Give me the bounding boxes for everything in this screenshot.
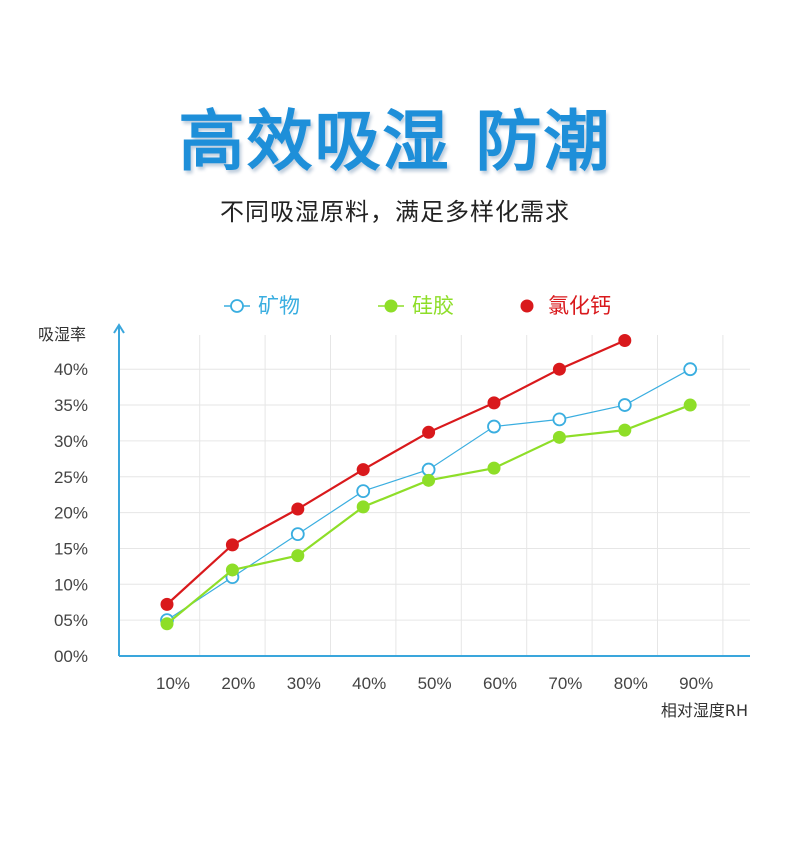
y-axis-arrow xyxy=(113,323,125,334)
y-tick-label: 25% xyxy=(54,468,88,487)
page-title: 高效吸湿 防潮 xyxy=(178,103,612,180)
data-point xyxy=(356,500,370,514)
data-point xyxy=(617,398,632,412)
data-point xyxy=(291,502,305,516)
legend-label: 矿物 xyxy=(258,294,300,318)
y-axis-ticks: 00% 05% 10% 15% 20% 25% 30% 35% 40% xyxy=(54,360,88,666)
series-1 xyxy=(160,362,698,628)
series-line xyxy=(166,339,626,606)
x-tick-label: 20% xyxy=(221,674,255,693)
y-tick-label: 30% xyxy=(54,432,88,451)
x-axis-title: 相对湿度RH xyxy=(661,701,748,720)
data-point xyxy=(225,538,239,552)
x-tick-label: 10% xyxy=(156,674,190,693)
data-point xyxy=(160,617,174,631)
legend-item-1: 矿物 xyxy=(224,294,300,318)
data-point xyxy=(618,423,632,437)
data-point xyxy=(683,398,697,412)
data-point xyxy=(290,527,305,542)
x-tick-label: 80% xyxy=(614,674,648,693)
chart-axes xyxy=(113,323,750,657)
data-point xyxy=(552,362,566,376)
data-point xyxy=(618,334,632,348)
data-point xyxy=(487,419,501,434)
legend-label: 硅胶 xyxy=(412,294,454,318)
y-tick-label: 05% xyxy=(54,611,88,630)
data-point xyxy=(421,462,436,477)
x-axis-ticks: 10% 20% 30% 40% 50% 60% 70% 80% 90% xyxy=(156,674,713,693)
x-tick-label: 70% xyxy=(548,674,582,693)
legend-item-2: 硅胶 xyxy=(378,294,454,318)
legend-marker xyxy=(230,299,244,313)
series-3 xyxy=(160,334,632,611)
x-tick-label: 30% xyxy=(287,674,321,693)
x-tick-label: 60% xyxy=(483,674,517,693)
y-tick-label: 20% xyxy=(54,504,88,523)
data-point xyxy=(487,396,501,410)
data-point xyxy=(225,563,239,577)
data-point xyxy=(291,549,305,563)
data-point xyxy=(422,425,436,439)
chart-grid xyxy=(119,335,750,656)
y-axis-title: 吸湿率 xyxy=(38,325,86,344)
series-line xyxy=(166,368,691,621)
y-tick-label: 00% xyxy=(54,647,88,666)
chart-series xyxy=(160,334,698,631)
data-point xyxy=(683,362,698,377)
legend-marker xyxy=(384,299,398,313)
page-subtitle: 不同吸湿原料，满足多样化需求 xyxy=(220,198,570,226)
data-point xyxy=(356,484,371,498)
data-point xyxy=(552,412,567,427)
x-tick-label: 90% xyxy=(679,674,713,693)
legend-item-3: 氯化钙 xyxy=(520,294,611,318)
y-tick-label: 35% xyxy=(54,396,88,415)
x-tick-label: 40% xyxy=(352,674,386,693)
data-point xyxy=(552,430,566,444)
series-2 xyxy=(160,398,697,631)
y-tick-label: 15% xyxy=(54,539,88,558)
data-point xyxy=(487,461,501,475)
data-point xyxy=(422,473,436,487)
data-point xyxy=(160,597,174,611)
y-tick-label: 40% xyxy=(54,360,88,379)
legend-marker xyxy=(520,299,534,313)
chart-legend: 矿物 硅胶 氯化钙 xyxy=(224,294,611,318)
y-tick-label: 10% xyxy=(54,575,88,594)
legend-label: 氯化钙 xyxy=(548,294,611,318)
data-point xyxy=(356,463,370,477)
x-tick-label: 50% xyxy=(418,674,452,693)
humidity-absorption-chart: 矿物 硅胶 氯化钙 00% 05% 10% 15% 20% 25% 30% 35% 40% 10% 2… xyxy=(38,294,750,720)
